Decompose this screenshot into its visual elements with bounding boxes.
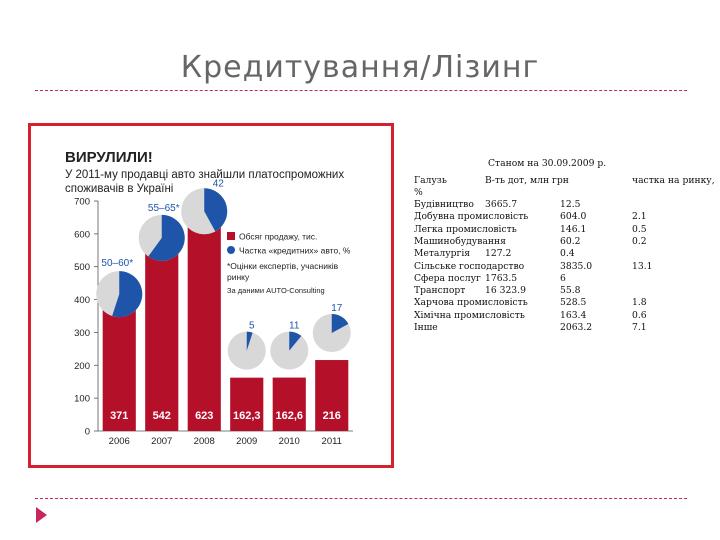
- cell-industry: Сільське господарство: [414, 260, 525, 272]
- cell-share: 2.1: [632, 211, 647, 223]
- bar-value-label: 623: [195, 410, 213, 422]
- cell-value: 3835.0: [560, 260, 593, 272]
- bar-2009: [230, 377, 264, 431]
- cell-share: 13.1: [632, 260, 653, 272]
- next-slide-arrow-icon[interactable]: [36, 507, 47, 523]
- cell-value: 146.1: [560, 223, 587, 235]
- cell-value: 3665.7: [485, 199, 518, 210]
- cell-industry: Добувна промисловість: [414, 211, 529, 223]
- cell-value: 16 323.9: [485, 285, 526, 297]
- chart-note-line2: ринку: [227, 272, 250, 282]
- cell-industry: Харчова промисловість: [414, 297, 528, 309]
- y-tick-label: 600: [74, 229, 90, 240]
- x-tick-label: 2009: [236, 436, 257, 447]
- legend-label-sales: Обсяг продажу, тис.: [239, 232, 317, 242]
- legend-swatch-sales: [227, 232, 235, 240]
- pie-share-slice: [204, 188, 228, 232]
- pie-share-label: 5: [249, 321, 255, 332]
- slide-title: Кредитування/Лізинг: [180, 50, 540, 85]
- header-share-unit: %: [414, 187, 423, 198]
- cell-share: 55.8: [560, 285, 581, 297]
- chart-subtitle-line1: У 2011-му продавці авто знайшли платоспр…: [65, 169, 344, 181]
- bar-value-label: 162,6: [275, 410, 303, 422]
- bar-2010: [272, 377, 306, 431]
- y-tick-label: 100: [74, 394, 90, 405]
- cell-share: 0.2: [632, 235, 647, 247]
- y-tick-label: 500: [74, 262, 90, 273]
- chart-frame: ВИРУЛИЛИ! У 2011-му продавці авто знайшли…: [28, 123, 394, 468]
- chart-title: ВИРУЛИЛИ!: [65, 149, 153, 166]
- y-tick-label: 300: [74, 328, 90, 339]
- pie-share-label: 17: [331, 303, 343, 314]
- chart-subtitle-line2: споживачів в Україні: [65, 183, 173, 195]
- bar-pie-chart: ВИРУЛИЛИ! У 2011-му продавці авто знайшли…: [65, 149, 353, 447]
- table-caption: Станом на 30.09.2009 р.: [488, 158, 607, 169]
- header-value: В-ть дот, млн грн: [485, 175, 569, 186]
- cell-industry: Хімічна промисловість: [414, 309, 525, 321]
- x-tick-label: 2011: [322, 436, 342, 447]
- bar-2011: [315, 360, 349, 431]
- header-industry: Галузь: [414, 175, 447, 186]
- cell-value: 528.5: [560, 297, 587, 309]
- y-tick-label: 200: [74, 361, 90, 372]
- cell-value: 127.2: [485, 248, 512, 260]
- chart-source: За даними AUTO-Consulting: [227, 286, 325, 295]
- bar-value-label: 371: [110, 410, 128, 422]
- cell-value: 1763.5: [485, 272, 518, 284]
- legend-swatch-share: [227, 246, 235, 254]
- y-tick-label: 0: [85, 427, 90, 438]
- header-share: частка на ринку,: [632, 175, 715, 186]
- cell-value: 60.2: [560, 235, 581, 247]
- top-divider: [35, 90, 687, 91]
- cell-industry: Інше: [414, 322, 438, 333]
- chart-note-line1: *Оцінки експертів, учасників: [227, 261, 339, 271]
- cell-share: 12.5: [560, 199, 581, 210]
- pie-share-label: 55–65*: [148, 203, 180, 214]
- x-tick-label: 2006: [109, 436, 130, 447]
- cell-industry: Машинобудування: [414, 235, 506, 247]
- bar-2007: [145, 252, 179, 431]
- pie-share-label: 50–60*: [101, 258, 133, 269]
- cell-value: 163.4: [560, 309, 587, 321]
- cell-value: 604.0: [560, 211, 587, 223]
- x-tick-label: 2010: [279, 436, 300, 447]
- legend-label-share: Частка «кредитних» авто, %: [239, 246, 351, 256]
- y-tick-label: 400: [74, 295, 90, 306]
- x-tick-label: 2008: [194, 436, 215, 447]
- pie-share-slice: [246, 331, 253, 351]
- cell-share: 0.4: [560, 248, 575, 260]
- bar-value-label: 216: [323, 410, 341, 422]
- pie-share-slice: [331, 314, 349, 334]
- cell-share: 0.6: [632, 309, 647, 321]
- cell-industry: Транспорт: [414, 285, 466, 297]
- pie-share-label: 11: [289, 321, 300, 332]
- cell-industry: Металургія: [414, 248, 471, 260]
- cell-share: 1.8: [632, 297, 647, 309]
- cell-industry: Легка промисловість: [414, 223, 517, 235]
- cell-share: 6: [560, 272, 566, 284]
- y-tick-label: 700: [74, 197, 90, 208]
- cell-industry: Сфера послуг: [414, 272, 481, 284]
- bar-value-label: 162,3: [233, 410, 261, 422]
- cell-share: 7.1: [632, 322, 647, 333]
- pie-share-slice: [112, 271, 143, 318]
- bottom-divider: [35, 498, 687, 499]
- bar-2006: [102, 309, 136, 431]
- cell-industry: Будівництво: [414, 199, 474, 210]
- pie-share-slice: [289, 331, 302, 351]
- bar-value-label: 542: [153, 410, 171, 422]
- cell-value: 2063.2: [560, 322, 593, 333]
- x-tick-label: 2007: [151, 436, 172, 447]
- pie-share-label: 42: [213, 178, 225, 189]
- bar-2008: [187, 226, 221, 431]
- pie-share-slice: [148, 214, 185, 261]
- cell-share: 0.5: [632, 223, 647, 235]
